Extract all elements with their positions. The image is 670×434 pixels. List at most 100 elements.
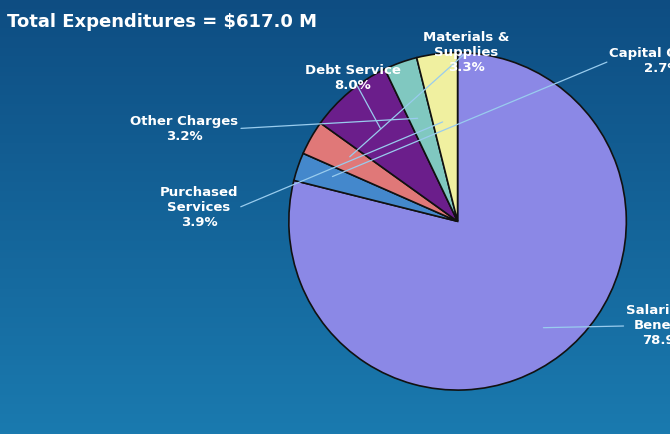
Text: Materials &
Supplies
3.3%: Materials & Supplies 3.3% bbox=[423, 31, 509, 74]
Bar bbox=[0, 293, 670, 295]
Bar bbox=[0, 219, 670, 221]
Bar bbox=[0, 91, 670, 93]
Bar bbox=[0, 67, 670, 69]
Bar bbox=[0, 33, 670, 35]
Bar bbox=[0, 347, 670, 349]
Bar bbox=[0, 122, 670, 124]
Bar bbox=[0, 82, 670, 85]
Bar bbox=[0, 330, 670, 332]
Bar bbox=[0, 69, 670, 72]
Bar bbox=[0, 349, 670, 352]
Bar bbox=[0, 15, 670, 17]
Bar bbox=[0, 171, 670, 174]
Bar bbox=[0, 87, 670, 89]
Bar bbox=[0, 419, 670, 421]
Bar bbox=[0, 174, 670, 176]
Bar bbox=[0, 328, 670, 330]
Bar bbox=[0, 13, 670, 15]
Bar bbox=[0, 412, 670, 414]
Bar bbox=[0, 232, 670, 234]
Bar bbox=[0, 252, 670, 254]
Bar bbox=[0, 143, 670, 145]
Bar bbox=[0, 167, 670, 169]
Bar bbox=[0, 276, 670, 278]
Bar bbox=[0, 247, 670, 250]
Bar bbox=[0, 299, 670, 302]
Bar bbox=[0, 414, 670, 417]
Bar bbox=[0, 95, 670, 98]
Bar bbox=[0, 425, 670, 427]
Wedge shape bbox=[294, 153, 458, 221]
Bar bbox=[0, 137, 670, 139]
Bar bbox=[0, 397, 670, 399]
Bar bbox=[0, 343, 670, 345]
Bar bbox=[0, 124, 670, 126]
Bar bbox=[0, 22, 670, 24]
Bar bbox=[0, 365, 670, 367]
Bar bbox=[0, 180, 670, 182]
Bar bbox=[0, 126, 670, 128]
Bar bbox=[0, 258, 670, 260]
Bar bbox=[0, 291, 670, 293]
Bar bbox=[0, 310, 670, 312]
Bar bbox=[0, 417, 670, 419]
Bar bbox=[0, 100, 670, 102]
Bar bbox=[0, 76, 670, 78]
Bar bbox=[0, 141, 670, 143]
Bar bbox=[0, 117, 670, 119]
Wedge shape bbox=[320, 69, 458, 221]
Bar bbox=[0, 43, 670, 46]
Text: Total Expenditures = $617.0 M: Total Expenditures = $617.0 M bbox=[7, 13, 317, 31]
Bar bbox=[0, 295, 670, 297]
Wedge shape bbox=[303, 123, 458, 221]
Bar bbox=[0, 375, 670, 378]
Bar bbox=[0, 148, 670, 150]
Bar bbox=[0, 63, 670, 65]
Bar bbox=[0, 41, 670, 43]
Bar bbox=[0, 408, 670, 410]
Bar bbox=[0, 393, 670, 395]
Bar bbox=[0, 352, 670, 354]
Bar bbox=[0, 230, 670, 232]
Text: Purchased
Services
3.9%: Purchased Services 3.9% bbox=[159, 186, 239, 229]
Bar bbox=[0, 184, 670, 187]
Bar bbox=[0, 395, 670, 397]
Bar bbox=[0, 98, 670, 100]
Bar bbox=[0, 267, 670, 269]
Bar bbox=[0, 108, 670, 111]
Bar bbox=[0, 102, 670, 104]
Bar bbox=[0, 326, 670, 328]
Bar bbox=[0, 302, 670, 304]
Bar bbox=[0, 380, 670, 382]
Bar bbox=[0, 323, 670, 326]
Bar bbox=[0, 130, 670, 132]
Bar bbox=[0, 200, 670, 202]
Bar bbox=[0, 362, 670, 365]
Bar bbox=[0, 256, 670, 258]
Bar bbox=[0, 427, 670, 430]
Bar bbox=[0, 278, 670, 280]
Bar bbox=[0, 195, 670, 197]
Bar bbox=[0, 282, 670, 284]
Bar bbox=[0, 260, 670, 263]
Bar bbox=[0, 306, 670, 308]
Bar bbox=[0, 339, 670, 341]
Bar bbox=[0, 297, 670, 299]
Bar bbox=[0, 334, 670, 336]
Bar bbox=[0, 165, 670, 167]
Bar bbox=[0, 358, 670, 360]
Bar bbox=[0, 178, 670, 180]
Bar bbox=[0, 182, 670, 184]
Bar bbox=[0, 152, 670, 154]
Bar bbox=[0, 208, 670, 210]
Bar bbox=[0, 245, 670, 247]
Bar bbox=[0, 26, 670, 28]
Bar bbox=[0, 48, 670, 50]
Bar bbox=[0, 65, 670, 67]
Bar bbox=[0, 80, 670, 82]
Bar bbox=[0, 341, 670, 343]
Bar bbox=[0, 286, 670, 289]
Bar bbox=[0, 85, 670, 87]
Bar bbox=[0, 52, 670, 54]
Bar bbox=[0, 308, 670, 310]
